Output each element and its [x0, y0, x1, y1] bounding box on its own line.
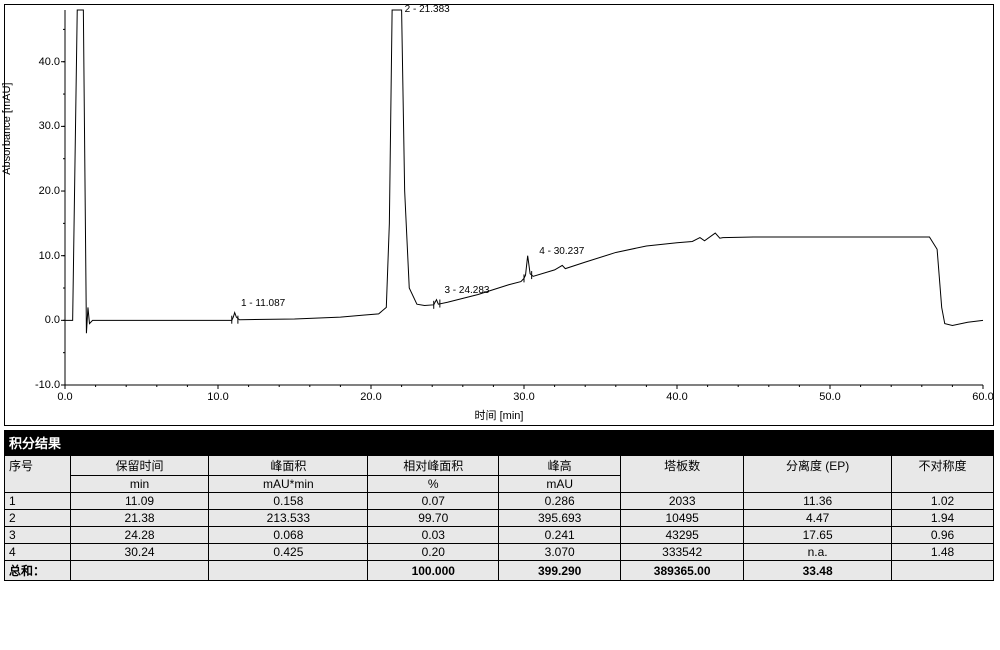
x-tick-label: 0.0: [57, 391, 72, 403]
table-cell: 0.425: [209, 544, 368, 561]
table-cell: [70, 561, 209, 581]
table-row: 430.240.4250.203.070333542n.a.1.48: [5, 544, 994, 561]
table-cell: 2033: [621, 493, 744, 510]
table-cell: 389365.00: [621, 561, 744, 581]
x-tick-label: 50.0: [819, 391, 840, 403]
table-cell: 3: [5, 527, 71, 544]
x-tick-label: 40.0: [666, 391, 687, 403]
table-cell: 0.20: [368, 544, 499, 561]
table-cell: 99.70: [368, 510, 499, 527]
table-header-unit: mAU: [499, 476, 621, 493]
table-cell: 0.96: [892, 527, 994, 544]
table-cell: 0.241: [499, 527, 621, 544]
table-cell: 395.693: [499, 510, 621, 527]
table-cell: 2: [5, 510, 71, 527]
table-cell: 17.65: [744, 527, 892, 544]
table-cell: 1: [5, 493, 71, 510]
peak-label: 1 - 11.087: [241, 298, 285, 309]
table-cell: 399.290: [499, 561, 621, 581]
table-title: 积分结果: [4, 430, 994, 455]
peak-label: 4 - 30.237: [539, 246, 584, 257]
y-tick-label: 30.0: [35, 120, 60, 132]
table-cell: 33.48: [744, 561, 892, 581]
results-table-container: 积分结果 序号保留时间峰面积相对峰面积峰高塔板数分离度 (EP)不对称度minm…: [4, 430, 994, 581]
y-tick-label: -10.0: [35, 379, 60, 391]
table-cell: 0.158: [209, 493, 368, 510]
table-cell: 4: [5, 544, 71, 561]
table-cell: 1.94: [892, 510, 994, 527]
table-cell: 0.03: [368, 527, 499, 544]
y-tick-label: 40.0: [35, 56, 60, 68]
total-label: 总和：: [5, 561, 71, 581]
integration-results-table: 序号保留时间峰面积相对峰面积峰高塔板数分离度 (EP)不对称度 minmAU*mi…: [4, 455, 994, 581]
table-header-unit: mAU*min: [209, 476, 368, 493]
table-row: 324.280.0680.030.2414329517.650.96: [5, 527, 994, 544]
table-cell: 30.24: [70, 544, 209, 561]
table-cell: [209, 561, 368, 581]
x-tick-label: 10.0: [207, 391, 228, 403]
table-header: 不对称度: [892, 456, 994, 493]
table-cell: [892, 561, 994, 581]
y-axis-label: Absorbance [mAU]: [1, 83, 13, 175]
chromatogram-chart: Absorbance [mAU] 时间 [min] -10.00.010.020…: [4, 4, 994, 426]
y-tick-label: 10.0: [35, 250, 60, 262]
y-tick-label: 0.0: [35, 314, 60, 326]
chart-svg: [5, 5, 993, 425]
table-header: 分离度 (EP): [744, 456, 892, 493]
x-tick-label: 20.0: [360, 391, 381, 403]
table-cell: 43295: [621, 527, 744, 544]
table-row: 111.090.1580.070.286203311.361.02: [5, 493, 994, 510]
table-cell: 24.28: [70, 527, 209, 544]
table-cell: 333542: [621, 544, 744, 561]
table-total-row: 总和： 100.000399.290389365.0033.48: [5, 561, 994, 581]
x-tick-label: 60.0: [972, 391, 993, 403]
table-header: 峰高: [499, 456, 621, 476]
table-cell: 21.38: [70, 510, 209, 527]
x-axis-label: 时间 [min]: [475, 407, 524, 423]
table-cell: 0.286: [499, 493, 621, 510]
table-cell: n.a.: [744, 544, 892, 561]
table-cell: 11.09: [70, 493, 209, 510]
table-cell: 3.070: [499, 544, 621, 561]
peak-label: 3 - 24.283: [444, 285, 489, 296]
table-header: 峰面积: [209, 456, 368, 476]
table-cell: 1.48: [892, 544, 994, 561]
table-cell: 11.36: [744, 493, 892, 510]
table-header: 塔板数: [621, 456, 744, 493]
table-header: 相对峰面积: [368, 456, 499, 476]
table-cell: 4.47: [744, 510, 892, 527]
x-tick-label: 30.0: [513, 391, 534, 403]
table-header-unit: %: [368, 476, 499, 493]
table-cell: 1.02: [892, 493, 994, 510]
y-tick-label: 20.0: [35, 185, 60, 197]
peak-label: 2 - 21.383: [405, 4, 450, 15]
table-cell: 0.07: [368, 493, 499, 510]
table-cell: 213.533: [209, 510, 368, 527]
table-cell: 0.068: [209, 527, 368, 544]
table-row: 221.38213.53399.70395.693104954.471.94: [5, 510, 994, 527]
table-header-unit: min: [70, 476, 209, 493]
table-cell: 10495: [621, 510, 744, 527]
table-header: 序号: [5, 456, 71, 493]
table-cell: 100.000: [368, 561, 499, 581]
table-header: 保留时间: [70, 456, 209, 476]
